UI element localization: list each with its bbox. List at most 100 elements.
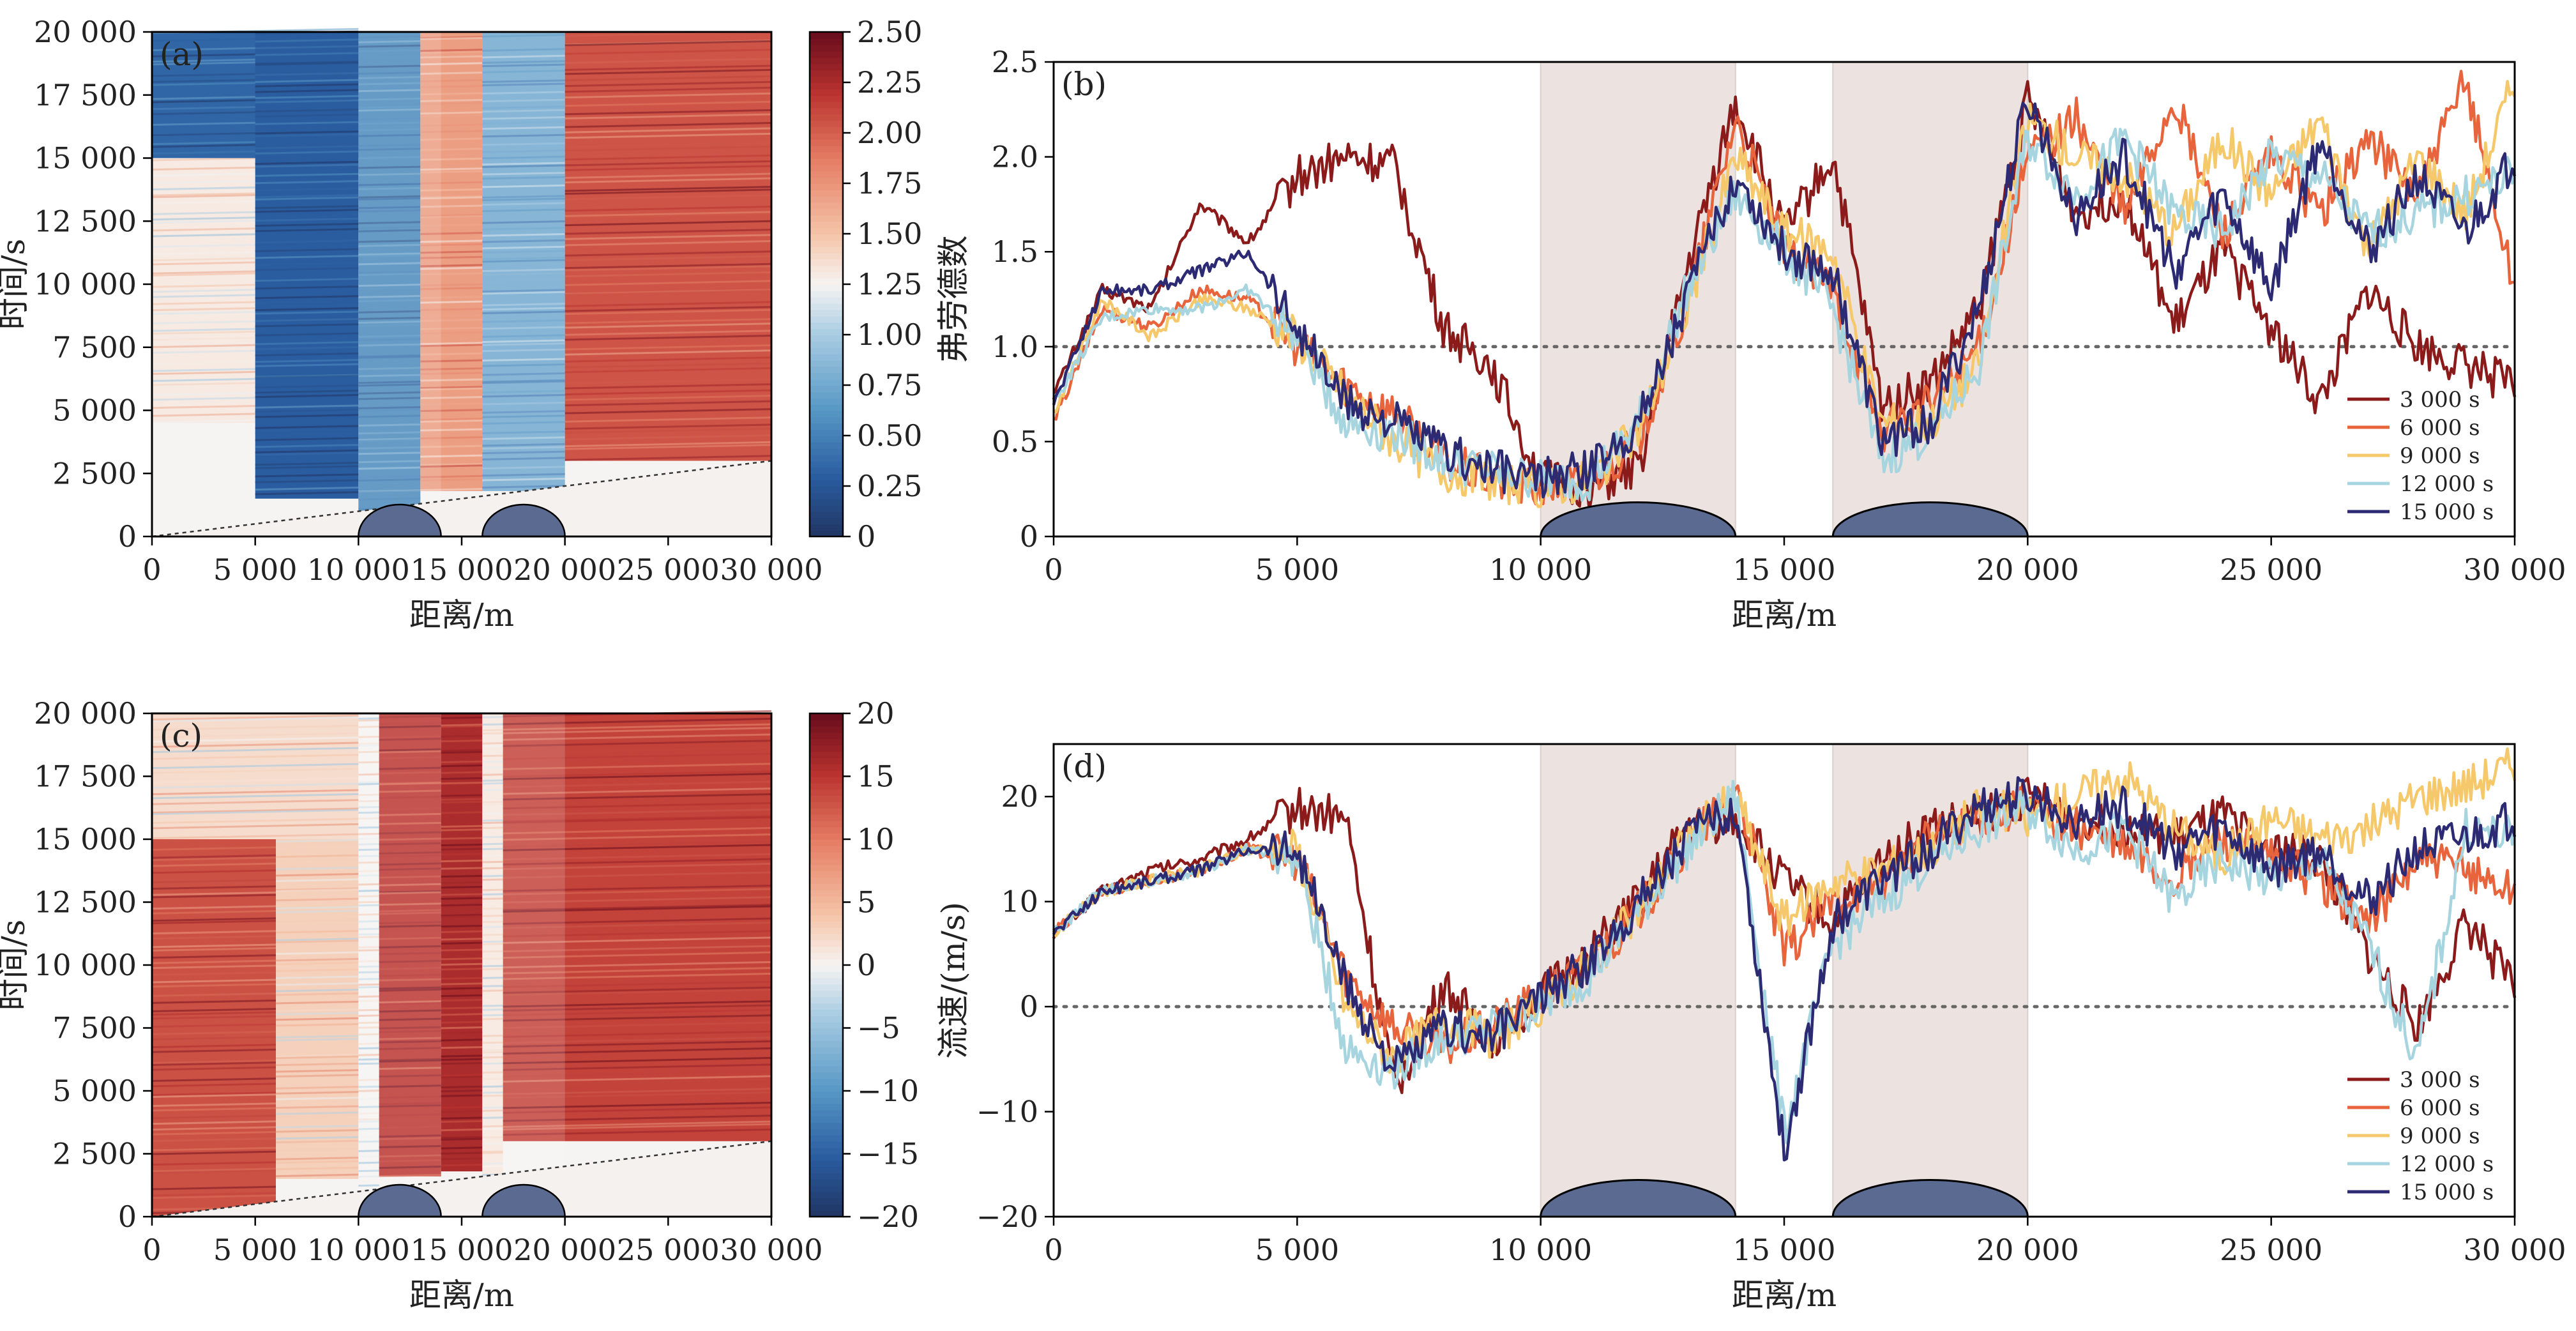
colorbar-step (810, 492, 843, 499)
heatmap-streak (441, 894, 483, 895)
colorbar-step (810, 826, 843, 833)
colorbar-step (810, 310, 843, 317)
x-tick-label: 30 000 (2464, 1233, 2566, 1267)
colorbar-step (810, 202, 843, 209)
hill-band (1833, 62, 2027, 536)
heatmap-streak (441, 868, 483, 869)
series-line (1054, 82, 2515, 511)
colorbar-step (810, 757, 843, 764)
y-tick-label: 0 (1020, 989, 1038, 1024)
colorbar-step (810, 877, 843, 884)
colorbar-step (810, 1066, 843, 1073)
x-axis-label: 距离/m (1732, 597, 1837, 634)
colorbar: −20 −15 −10 −5 0 5 10 15 20 (810, 696, 919, 1234)
colorbar-step (810, 978, 843, 985)
colorbar-step (810, 820, 843, 827)
colorbar-step (810, 1060, 843, 1067)
colorbar-step (810, 738, 843, 745)
colorbar-step (810, 883, 843, 890)
heatmap-streak (441, 925, 483, 926)
colorbar-tick-label: −20 (857, 1199, 919, 1234)
colorbar-step (810, 102, 843, 109)
colorbar-tick-label: −15 (857, 1137, 919, 1171)
colorbar-step (810, 480, 843, 487)
colorbar-step (810, 328, 843, 335)
x-tick-label: 15 000 (1733, 1233, 1836, 1267)
colorbar-step (810, 1053, 843, 1060)
colorbar-step (810, 139, 843, 146)
legend-label: 3 000 s (2400, 1067, 2480, 1093)
x-tick-label: 30 000 (720, 552, 823, 587)
colorbar-step (810, 379, 843, 386)
heatmap-streak (441, 726, 483, 727)
colorbar-step (810, 1015, 843, 1023)
colorbar-step (810, 733, 843, 740)
y-tick-label: 1.0 (992, 330, 1038, 364)
colorbar-step (810, 411, 843, 418)
heatmap-streak (441, 1014, 483, 1015)
colorbar-step (810, 971, 843, 978)
colorbar-step (810, 1198, 843, 1205)
colorbar-step (810, 1116, 843, 1123)
y-tick-label: 15 000 (34, 822, 137, 856)
x-tick-label: 25 000 (2220, 552, 2322, 587)
colorbar-step (810, 764, 843, 771)
x-tick-label: 20 000 (513, 1233, 616, 1267)
colorbar-tick-label: 2.50 (857, 15, 922, 49)
colorbar-tick-label: 0.75 (857, 368, 922, 402)
colorbar-step (810, 354, 843, 361)
colorbar-step (810, 505, 843, 512)
colorbar-step (810, 852, 843, 859)
colorbar-step (810, 839, 843, 846)
colorbar-step (810, 1135, 843, 1142)
heatmap-streak (441, 1022, 483, 1023)
heatmap-streak (441, 1000, 483, 1001)
heatmap-streak (441, 838, 483, 839)
colorbar-tick-label: 1.75 (857, 166, 922, 201)
colorbar-step (810, 1104, 843, 1111)
x-tick-label: 5 000 (213, 552, 298, 587)
y-tick-label: 0 (1020, 519, 1038, 554)
colorbar-step (810, 196, 843, 203)
y-tick-label: −20 (976, 1199, 1038, 1234)
colorbar-step (810, 284, 843, 291)
heatmap-streak (441, 772, 483, 773)
colorbar-step (810, 404, 843, 411)
colorbar-step (810, 455, 843, 462)
y-tick-label: 15 000 (34, 141, 137, 176)
legend: 3 000 s6 000 s9 000 s12 000 s15 000 s (2347, 387, 2494, 525)
colorbar-step (810, 1003, 843, 1010)
y-tick-label: 17 500 (34, 78, 137, 112)
x-tick-label: 20 000 (1976, 1233, 2079, 1267)
colorbar-step (810, 51, 843, 58)
colorbar-tick-label: 1.25 (857, 267, 922, 301)
colorbar-step (810, 908, 843, 915)
colorbar-step (810, 1028, 843, 1035)
colorbar-tick-label: 0.50 (857, 418, 922, 453)
colorbar-step (810, 442, 843, 449)
x-tick-label: 5 000 (213, 1233, 298, 1267)
colorbar-step (810, 335, 843, 342)
x-axis-label: 距离/m (409, 597, 514, 634)
colorbar-step (810, 32, 843, 39)
colorbar-step (810, 429, 843, 436)
y-tick-label: 10 000 (34, 267, 137, 301)
colorbar-step (810, 921, 843, 928)
y-tick-label: 2.5 (992, 45, 1038, 79)
colorbar-step (810, 713, 843, 720)
colorbar-step (810, 789, 843, 796)
colorbar-step (810, 347, 843, 354)
colorbar-step (810, 227, 843, 234)
y-tick-label: 10 (1001, 885, 1038, 919)
y-tick-label: 2 500 (52, 1137, 137, 1171)
heatmap-streak (441, 995, 483, 996)
colorbar-step (810, 271, 843, 278)
x-tick-label: 25 000 (2220, 1233, 2322, 1267)
colorbar-tick-label: 20 (857, 696, 895, 731)
heatmap-streak (441, 1095, 483, 1096)
heatmap-streak (441, 1086, 483, 1087)
legend: 3 000 s6 000 s9 000 s12 000 s15 000 s (2347, 1067, 2494, 1205)
hill-band (482, 32, 564, 536)
colorbar-step (810, 720, 843, 727)
colorbar-step (810, 814, 843, 821)
